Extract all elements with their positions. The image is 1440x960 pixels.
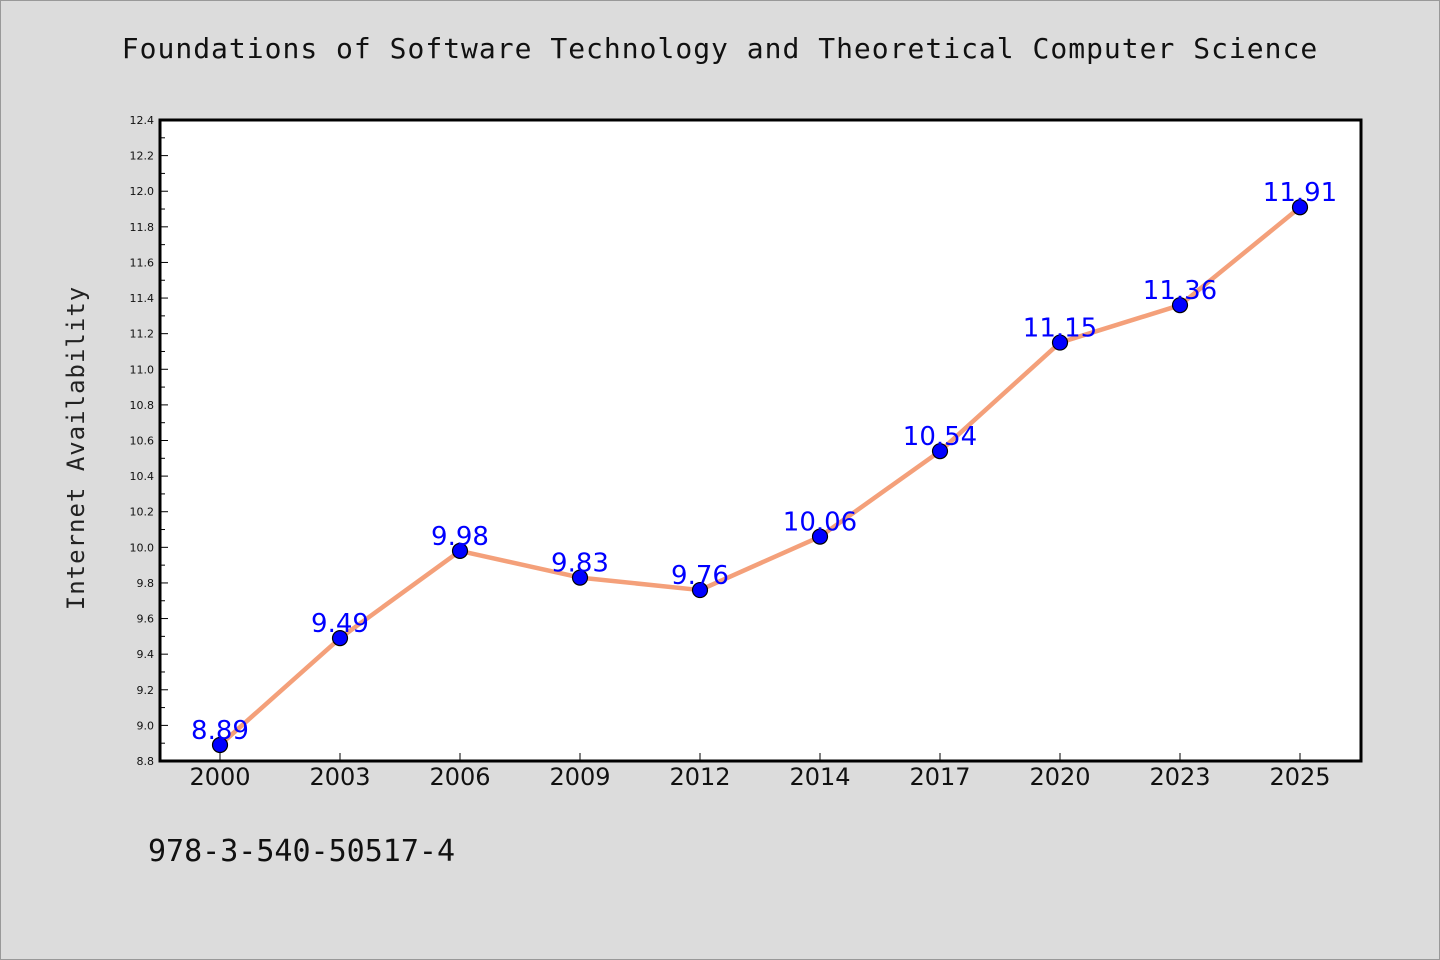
data-point bbox=[1171, 297, 1189, 314]
chart-title: Foundations of Software Technology and T… bbox=[121, 32, 1319, 65]
data-label: 11.91 bbox=[1263, 178, 1337, 208]
y-tick-label: 12.2 bbox=[130, 150, 155, 163]
y-tick-label: 11.8 bbox=[130, 221, 155, 234]
x-tick-label: 2014 bbox=[789, 763, 850, 791]
y-tick-label: 10.4 bbox=[130, 470, 155, 483]
data-point bbox=[211, 736, 229, 754]
y-tick-label: 8.8 bbox=[137, 755, 155, 768]
y-axis: 8.8 9.0 9.2 9.4 9.6 9.8 10.0 10.2 10.4 10.6 10.8 11… bbox=[130, 114, 168, 768]
y-tick-label: 10.8 bbox=[130, 399, 155, 412]
data-point bbox=[1051, 334, 1069, 351]
x-tick-label: 2006 bbox=[429, 763, 490, 791]
y-tick-label: 11.6 bbox=[130, 256, 155, 269]
y-tick-label: 9.6 bbox=[137, 613, 155, 626]
data-label: 9.49 bbox=[311, 609, 369, 639]
data-label: 9.83 bbox=[551, 549, 609, 579]
data-point bbox=[331, 630, 349, 647]
x-tick-label: 2017 bbox=[909, 763, 970, 791]
y-tick-label: 9.8 bbox=[137, 577, 155, 590]
y-tick-label: 9.4 bbox=[137, 648, 155, 661]
y-tick-label: 12.0 bbox=[130, 185, 155, 198]
data-label: 10.54 bbox=[903, 422, 977, 452]
data-label-group: 8.89 9.49 9.98 9.83 9.76 10.06 10.54 11.15 11.36… bbox=[191, 178, 1337, 746]
data-point bbox=[451, 542, 469, 559]
data-point bbox=[571, 569, 589, 586]
x-tick-label: 2003 bbox=[309, 763, 370, 791]
data-point bbox=[691, 581, 709, 599]
x-tick-label: 2012 bbox=[669, 763, 730, 791]
data-label: 8.89 bbox=[191, 716, 249, 746]
y-tick-label: 11.0 bbox=[130, 363, 155, 376]
y-tick-label: 12.4 bbox=[130, 114, 155, 127]
x-tick-label: 2009 bbox=[549, 763, 610, 791]
y-tick-label: 10.2 bbox=[130, 506, 155, 519]
y-tick-label: 11.2 bbox=[130, 328, 155, 341]
data-point bbox=[1291, 199, 1309, 216]
series-line-group bbox=[211, 199, 1309, 754]
x-tick-label: 2025 bbox=[1269, 763, 1330, 791]
data-point bbox=[811, 528, 829, 545]
x-axis: 2000 2003 2006 2009 2012 2014 2017 2020 2023 2025 bbox=[189, 753, 1331, 791]
y-tick-label: 10.0 bbox=[130, 541, 155, 554]
y-tick-label: 10.6 bbox=[130, 435, 155, 448]
data-label: 10.06 bbox=[783, 508, 857, 538]
y-tick-label: 9.2 bbox=[137, 684, 155, 697]
x-tick-label: 2020 bbox=[1029, 763, 1090, 791]
data-label: 9.76 bbox=[671, 561, 729, 591]
x-tick-label: 2000 bbox=[189, 763, 250, 791]
data-label: 11.36 bbox=[1143, 276, 1217, 306]
x-tick-label: 2023 bbox=[1149, 763, 1210, 791]
data-label: 11.15 bbox=[1023, 314, 1097, 344]
plot-border bbox=[158, 118, 1363, 763]
series-line bbox=[217, 204, 1303, 748]
isbn-text: 978-3-540-50517-4 bbox=[148, 834, 456, 869]
y-tick-label: 11.4 bbox=[130, 292, 155, 305]
y-tick-label: 9.0 bbox=[137, 719, 155, 732]
plot-area bbox=[160, 120, 1361, 761]
data-point bbox=[931, 443, 949, 460]
data-label: 9.98 bbox=[431, 522, 489, 552]
